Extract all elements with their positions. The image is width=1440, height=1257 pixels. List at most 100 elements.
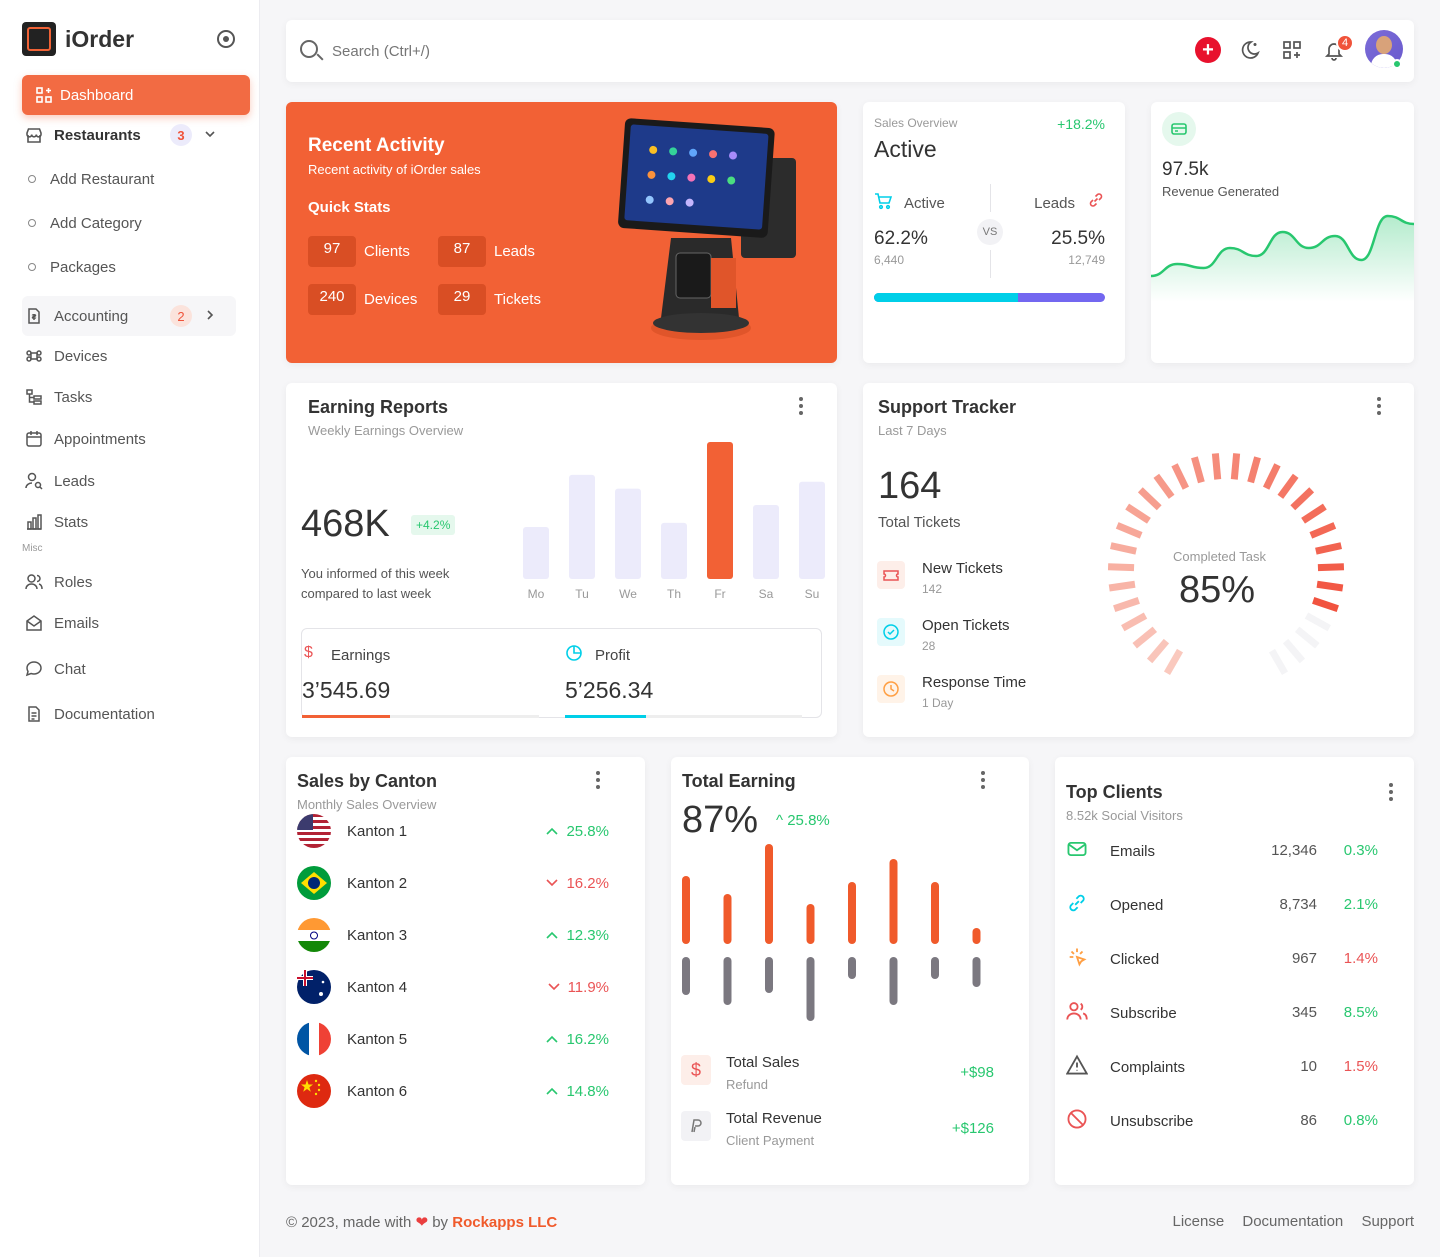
response-time-value: 1 Day <box>922 696 954 710</box>
sidebar-item-stats[interactable]: Stats <box>22 502 236 542</box>
canton-change: 11.9% <box>548 979 609 996</box>
sidebar-item-dashboard[interactable]: Dashboard <box>22 75 250 115</box>
sidebar-item-chat[interactable]: Chat <box>22 649 236 689</box>
more-menu-icon[interactable] <box>1389 783 1393 801</box>
total-tickets-label: Total Tickets <box>878 514 961 531</box>
chevron-down-icon <box>204 127 216 143</box>
pie-chart-icon <box>565 644 583 667</box>
sidebar-item-emails[interactable]: Emails <box>22 603 236 643</box>
canton-name: Kanton 3 <box>347 927 408 944</box>
swiss-flag-language-icon[interactable]: + <box>1195 37 1221 63</box>
more-menu-icon[interactable] <box>596 771 600 789</box>
sidebar-item-tasks[interactable]: Tasks <box>22 377 236 417</box>
sidebar-item-restaurants[interactable]: Restaurants 3 <box>22 115 236 155</box>
restaurants-badge: 3 <box>170 124 192 146</box>
brand[interactable]: iOrder <box>22 22 134 56</box>
sidebar-collapse-icon[interactable] <box>217 30 235 48</box>
search-icon[interactable] <box>300 40 318 58</box>
client-row: Emails 12,346 0.3% <box>1066 838 1386 864</box>
bar-su <box>799 481 825 579</box>
sidebar-item-leads[interactable]: Leads <box>22 461 236 501</box>
gauge-tick <box>1125 503 1151 524</box>
more-menu-icon[interactable] <box>1377 397 1381 415</box>
sidebar-item-roles[interactable]: Roles <box>22 562 236 602</box>
footer-link-license[interactable]: License <box>1172 1213 1225 1230</box>
more-menu-icon[interactable] <box>981 771 985 789</box>
footer-link-documentation[interactable]: Documentation <box>1242 1213 1344 1230</box>
chevron-up-icon <box>546 927 559 944</box>
active-label: Active <box>904 195 945 212</box>
canton-change-value: 12.3% <box>566 927 609 944</box>
moon-theme-icon[interactable] <box>1237 37 1263 63</box>
gauge-tick <box>1110 542 1137 555</box>
canton-change-value: 16.2% <box>566 875 609 892</box>
leads-pct: 25.5% <box>1051 228 1105 249</box>
card-subtitle: Weekly Earnings Overview <box>308 423 464 438</box>
search-input[interactable] <box>332 38 832 64</box>
sales-overview-title: Active <box>874 136 937 162</box>
bar-sa <box>753 505 779 579</box>
response-time-label: Response Time <box>922 674 1027 691</box>
client-row: Clicked 967 1.4% <box>1066 946 1386 972</box>
sidebar-item-label: Devices <box>54 347 108 365</box>
sidebar-item-label: Appointments <box>54 430 146 448</box>
active-pct: 62.2% <box>874 228 928 249</box>
earnings-progress-fill <box>302 715 390 718</box>
more-menu-icon[interactable] <box>799 397 803 415</box>
gauge-tick <box>1315 542 1342 555</box>
click-icon <box>1066 946 1088 973</box>
sidebar-sub-packages[interactable]: Packages <box>22 247 236 287</box>
sidebar-item-documentation[interactable]: Documentation <box>22 694 236 734</box>
revenue-area <box>1151 216 1414 302</box>
bar-positive <box>723 894 732 944</box>
bar-negative <box>682 957 690 995</box>
link-icon <box>1087 191 1105 214</box>
card-title: Earning Reports <box>308 397 449 417</box>
x-tick-label: Fr <box>714 587 725 601</box>
sidebar-sub-add-category[interactable]: Add Category <box>22 203 236 243</box>
client-label: Subscribe <box>1110 1005 1177 1022</box>
sidebar-item-appointments[interactable]: Appointments <box>22 419 236 459</box>
cn-flag-icon <box>297 1074 331 1113</box>
x-tick-label: Sa <box>759 587 774 601</box>
sidebar-sub-label: Add Restaurant <box>50 170 155 188</box>
sidebar-item-accounting[interactable]: Accounting 2 <box>22 296 236 336</box>
client-label: Emails <box>1110 843 1156 860</box>
sidebar-sub-add-restaurant[interactable]: Add Restaurant <box>22 159 236 199</box>
client-pct: 0.3% <box>1343 842 1378 859</box>
recent-subtitle: Recent activity of iOrder sales <box>308 162 481 177</box>
paypal-icon <box>681 1111 711 1141</box>
company-link[interactable]: Rockapps LLC <box>452 1214 558 1231</box>
pos-terminal-illustration <box>618 118 796 340</box>
fr-flag-icon <box>297 1022 331 1061</box>
x-tick-label: Tu <box>575 587 589 601</box>
canton-row: Kanton 5 16.2% <box>297 1022 627 1056</box>
arrow-up-icon: ^ <box>776 812 784 829</box>
gauge-tick <box>1301 503 1327 524</box>
canton-change-value: 14.8% <box>566 1083 609 1100</box>
gauge-tick <box>1230 453 1241 480</box>
client-pct: 1.4% <box>1343 950 1378 967</box>
sidebar: iOrder Dashboard Restaurants 3 Add Resta… <box>0 0 260 1257</box>
earnings-value: 3’545.69 <box>302 677 391 703</box>
gauge-tick <box>1268 648 1289 675</box>
misc-section-label: Misc <box>22 543 43 554</box>
au-flag-icon <box>297 970 331 1009</box>
gauge-tick <box>1107 563 1135 572</box>
new-tickets-value: 142 <box>922 582 943 596</box>
gauge-tick <box>1171 463 1190 490</box>
sales-split-bar <box>874 293 1105 302</box>
br-flag-icon <box>297 866 331 905</box>
gauge-tick <box>1277 473 1299 499</box>
client-count: 345 <box>1291 1004 1317 1021</box>
circle-icon <box>28 219 36 227</box>
sidebar-item-devices[interactable]: Devices <box>22 336 236 376</box>
gauge-tick <box>1113 597 1140 612</box>
footer-link-support[interactable]: Support <box>1361 1213 1414 1230</box>
client-row: Opened 8,734 2.1% <box>1066 892 1386 918</box>
footer: © 2023, made with ❤ by Rockapps LLC Lice… <box>286 1213 1414 1231</box>
canton-change: 16.2% <box>546 875 609 892</box>
top-bar <box>286 20 1414 82</box>
apps-grid-icon[interactable] <box>1279 37 1305 63</box>
circle-icon <box>28 175 36 183</box>
